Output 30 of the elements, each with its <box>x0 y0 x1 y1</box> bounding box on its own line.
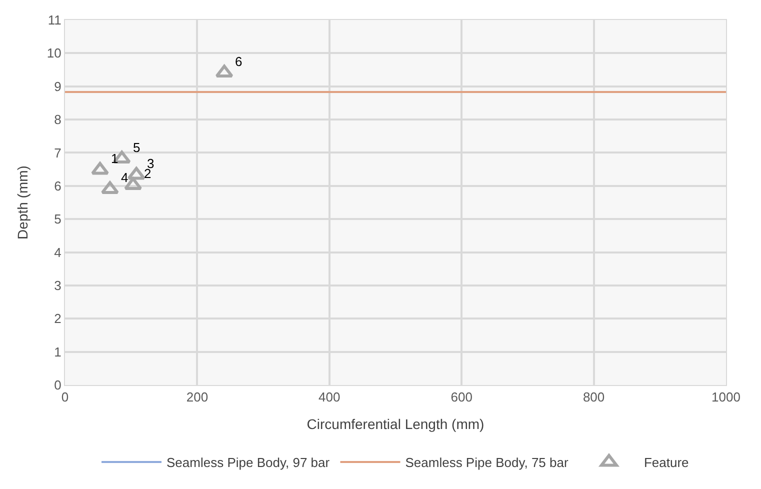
y-tick-label: 1 <box>54 344 62 360</box>
x-tick-label: 1000 <box>712 390 740 405</box>
point <box>215 64 234 78</box>
y-tick-label: 7 <box>54 145 62 160</box>
y-tick-label: 2 <box>54 311 62 326</box>
point <box>100 181 119 194</box>
x-tick-label: 800 <box>582 390 605 405</box>
y-tick-label: 5 <box>54 212 62 227</box>
x-tick-label: 600 <box>450 390 472 405</box>
annotation: 1 <box>111 151 118 166</box>
x-tick-label: 200 <box>186 390 208 405</box>
y-axis-title: Depth (mm) <box>14 166 31 240</box>
y-tick-label: 9 <box>54 78 62 94</box>
annotation: 6 <box>235 54 242 69</box>
y-tick-label: 3 <box>54 278 62 293</box>
legend-label: Seamless Pipe Body, 75 bar <box>405 455 569 470</box>
x-tick-label: 400 <box>318 390 340 405</box>
y-tick-label: 10 <box>46 46 62 61</box>
y-tick-label: 0 <box>54 378 62 393</box>
y-tick-label: 11 <box>48 12 62 28</box>
legend-label: Seamless Pipe Body, 97 bar <box>166 455 330 470</box>
annotation: 4 <box>121 170 128 185</box>
annotation: 5 <box>133 140 140 155</box>
y-tick-label: 8 <box>54 112 62 128</box>
y-tick-label: 6 <box>54 178 62 194</box>
legend-label: Feature <box>644 455 689 470</box>
point <box>91 162 110 175</box>
y-tick-label: 4 <box>54 244 62 260</box>
x-axis-title: Circumferential Length (mm) <box>306 416 484 432</box>
point <box>127 166 146 180</box>
